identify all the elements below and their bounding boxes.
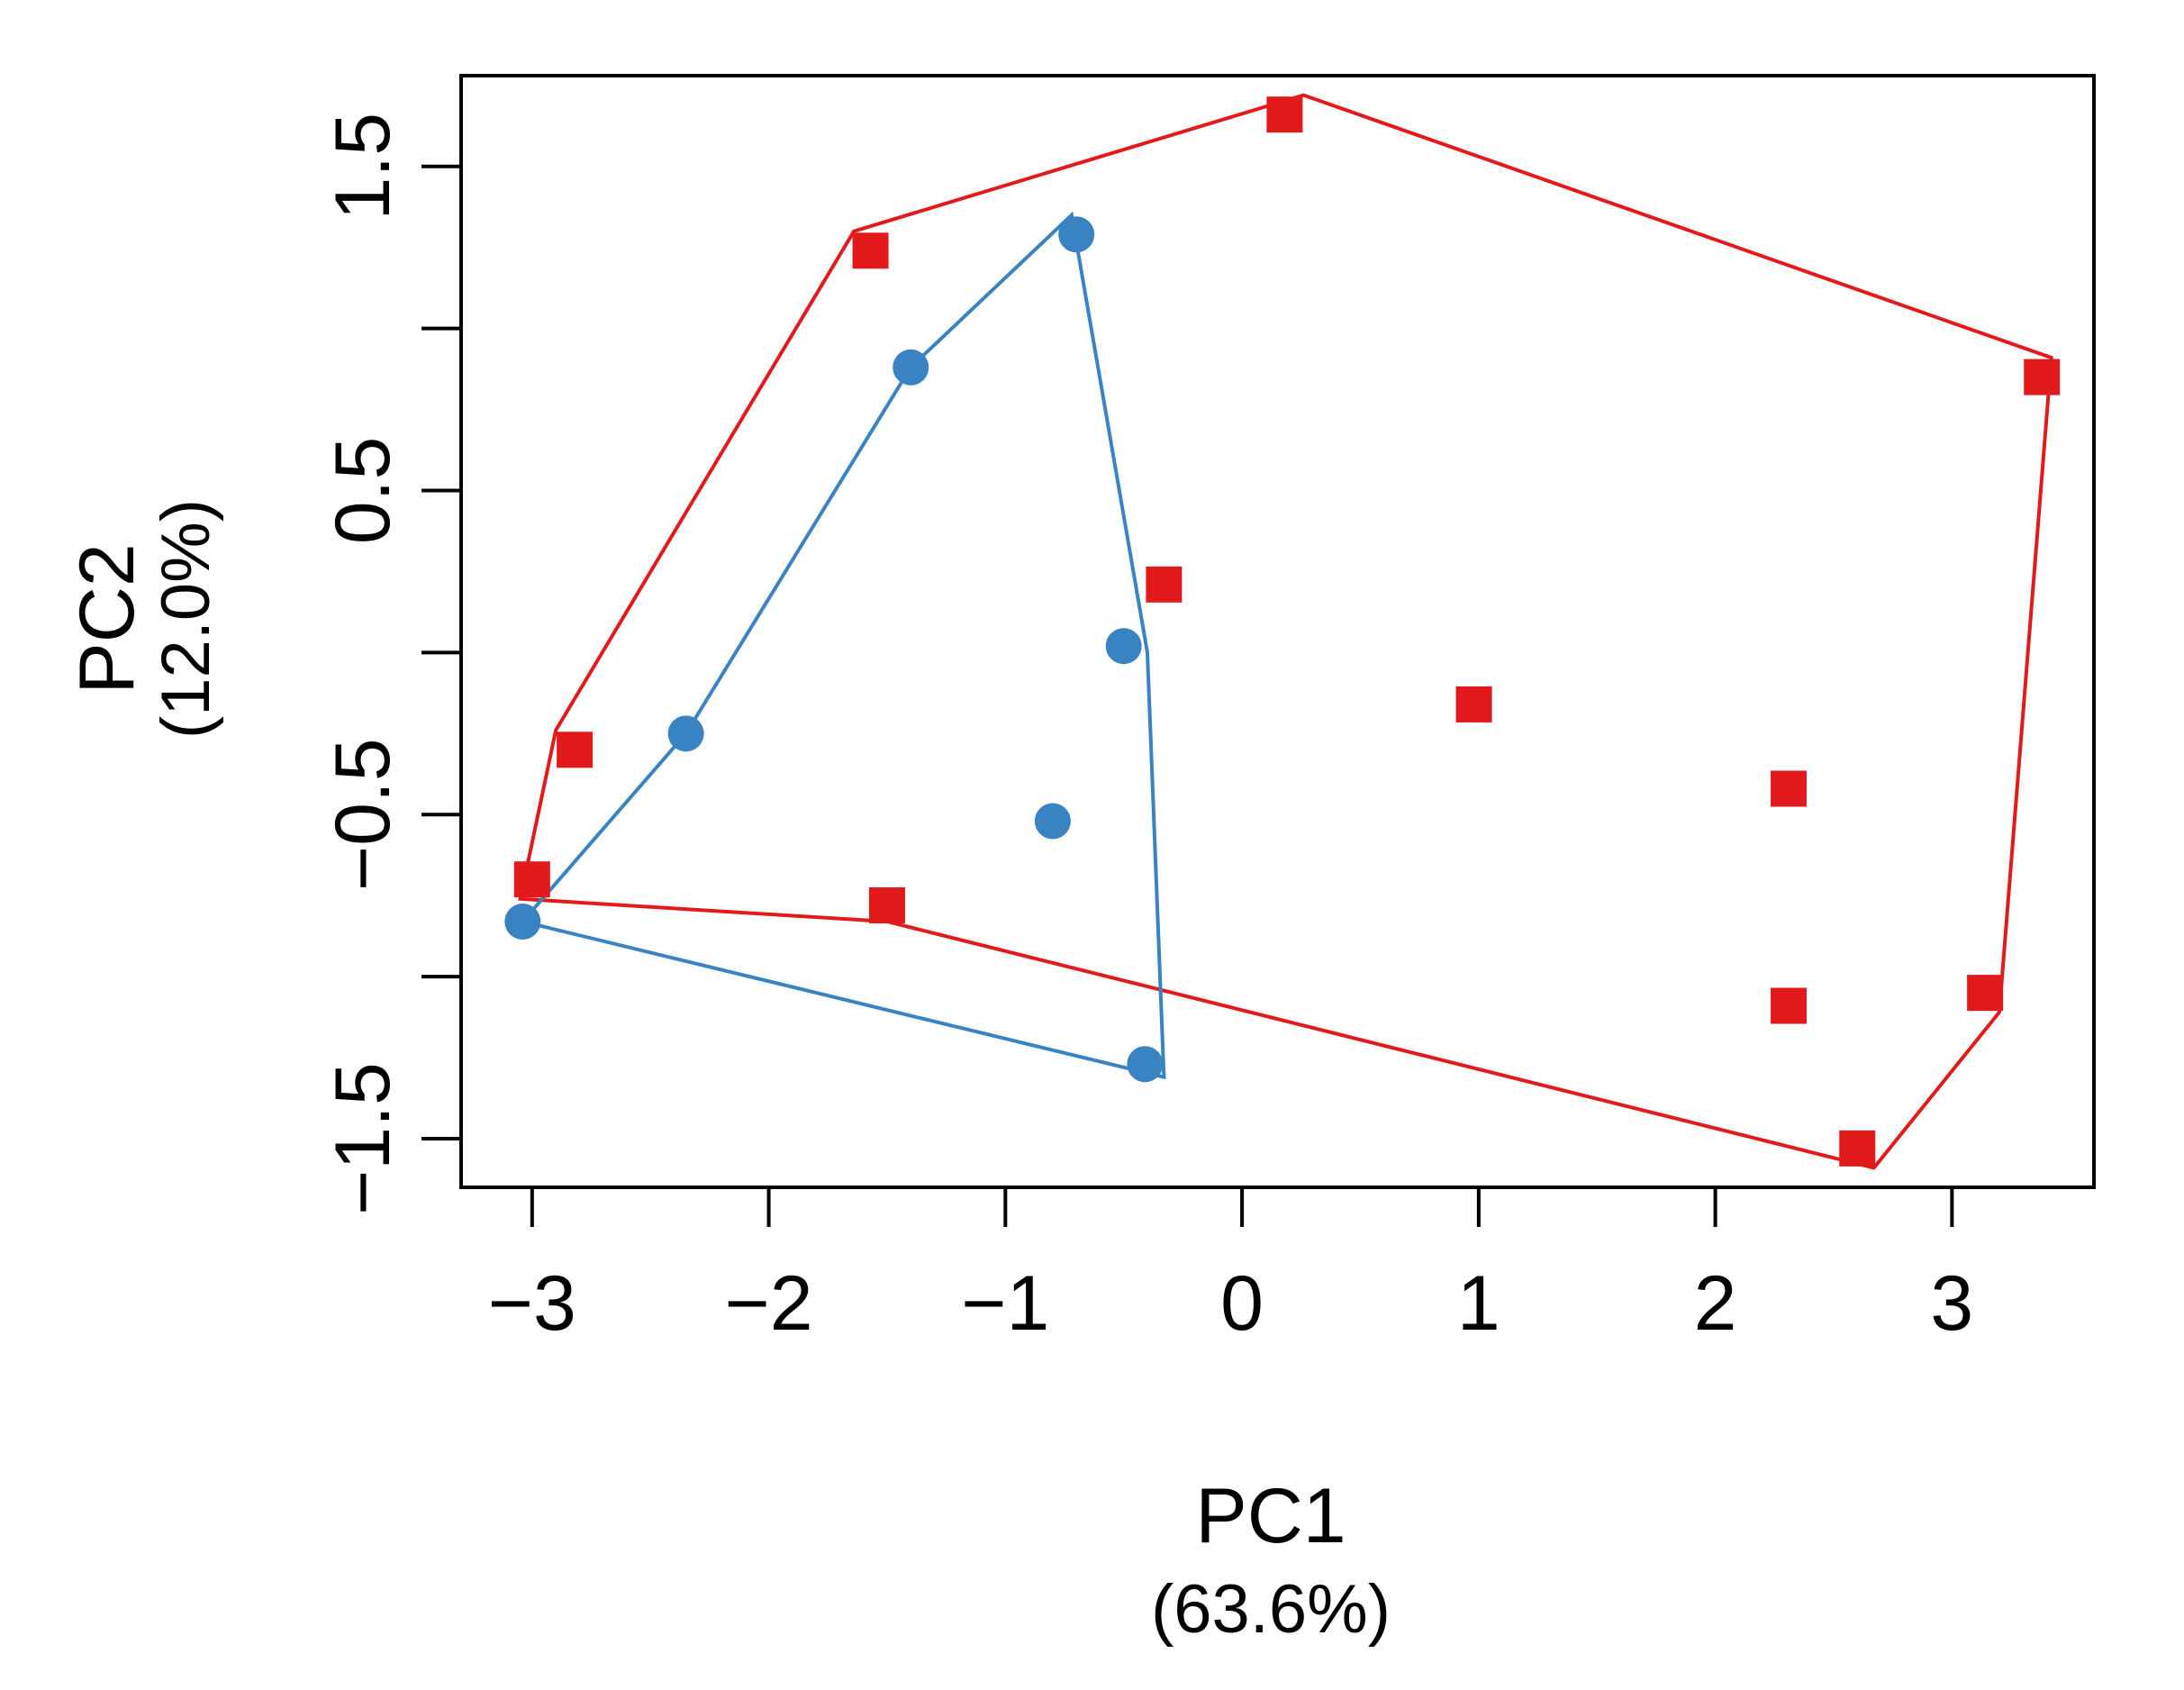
x-tick-label: −3	[488, 1260, 576, 1347]
group-blue-point	[893, 349, 929, 386]
group-blue-point	[667, 715, 704, 752]
x-tick-label: −1	[961, 1260, 1049, 1347]
y-tick-label: −1.5	[320, 1062, 406, 1215]
group-red-point	[1146, 566, 1183, 603]
group-red-point	[2024, 359, 2061, 395]
group-blue-point	[1127, 1046, 1164, 1083]
group-red-point	[513, 861, 550, 898]
group-red-point	[1967, 975, 2004, 1012]
group-red-point	[1771, 770, 1808, 807]
x-tick-label: 1	[1457, 1260, 1500, 1347]
hull-layer	[518, 93, 2053, 1170]
y-tick-label: 1.5	[320, 113, 406, 221]
y-axis: −1.5 −0.5 0.5 1.5	[320, 113, 463, 1215]
group-red-point	[1266, 96, 1303, 133]
y-tick-label: −0.5	[320, 738, 406, 891]
group-blue-point	[1034, 803, 1071, 840]
x-tick-label: −2	[725, 1260, 813, 1347]
point-layer	[504, 96, 2061, 1167]
x-tick-label: 2	[1694, 1260, 1737, 1347]
group-red-point	[1771, 987, 1808, 1024]
group-red-point	[557, 731, 594, 768]
x-tick-label: 0	[1220, 1260, 1264, 1347]
group-blue-point	[1105, 628, 1142, 665]
x-axis-label-variance: (63.6%)	[1151, 1571, 1391, 1648]
y-axis-label: PC2	[64, 543, 150, 694]
y-tick-label: 0.5	[320, 437, 406, 545]
group-red-point	[1455, 686, 1492, 722]
group-blue-point	[504, 903, 541, 940]
x-tick-label: 3	[1930, 1260, 1973, 1347]
group-blue-hull	[519, 211, 1166, 1080]
group-red-point	[1839, 1130, 1876, 1167]
group-red-point	[852, 232, 889, 269]
y-axis-label-variance: (12.0%)	[148, 499, 224, 739]
group-blue-point	[1058, 216, 1095, 253]
group-red-point	[868, 887, 905, 924]
x-axis-label: PC1	[1195, 1473, 1346, 1559]
x-axis: −3 −2 −1 0 1 2 3	[488, 1186, 1973, 1347]
